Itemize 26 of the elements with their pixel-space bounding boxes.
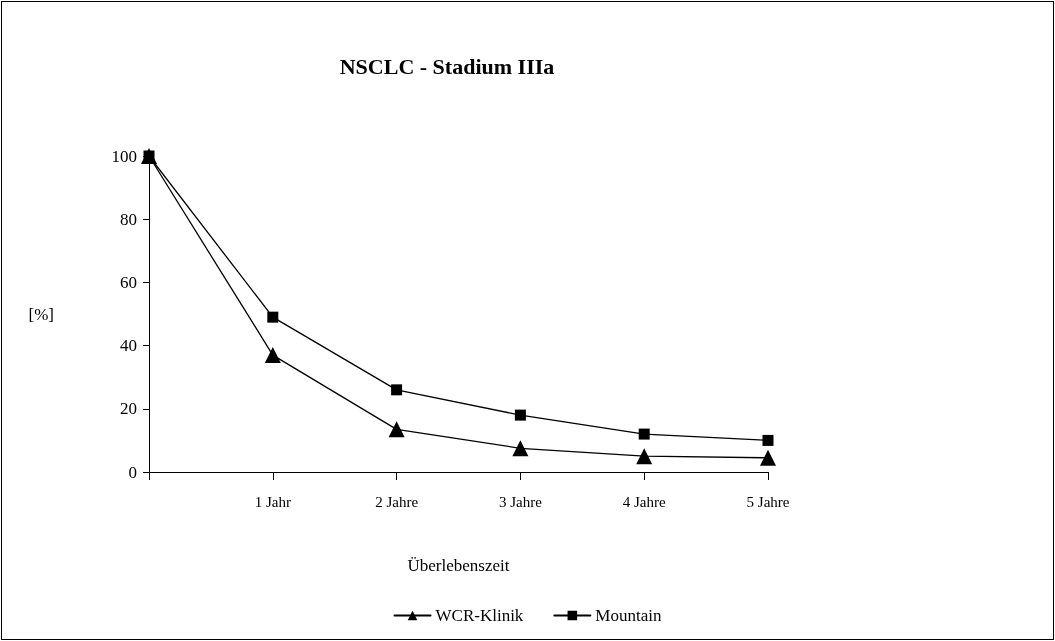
y-tick-label: 20 bbox=[120, 399, 137, 419]
point bbox=[388, 421, 405, 438]
point bbox=[762, 434, 774, 446]
y-axis-title: [%] bbox=[28, 304, 54, 324]
x-axis-title: Überlebenszeit bbox=[407, 556, 510, 575]
y-tick-label: 0 bbox=[128, 462, 137, 482]
chart-title: NSCLC - Stadium IIIa bbox=[339, 53, 555, 79]
y-tick-label: 60 bbox=[120, 272, 137, 292]
x-tick-label: 4 Jahre bbox=[622, 493, 666, 510]
x-tick-label: 3 Jahre bbox=[498, 493, 543, 510]
point bbox=[514, 409, 526, 421]
point bbox=[638, 428, 650, 440]
point bbox=[512, 440, 529, 457]
point bbox=[760, 449, 776, 466]
y-tick-label: 80 bbox=[120, 209, 137, 229]
point bbox=[391, 384, 403, 396]
x-tick-label: 2 Jahre bbox=[375, 493, 419, 510]
x-tick-label: 5 Jahre bbox=[746, 493, 790, 510]
x-tick-label: 1 Jahr bbox=[254, 493, 291, 510]
point bbox=[636, 448, 653, 465]
legend-label: WCR-Klinik bbox=[435, 606, 524, 625]
legend-label: Mountain bbox=[595, 606, 662, 625]
point bbox=[264, 347, 281, 364]
y-tick-label: 100 bbox=[111, 146, 137, 166]
y-tick-label: 40 bbox=[120, 336, 137, 356]
point bbox=[267, 311, 279, 323]
